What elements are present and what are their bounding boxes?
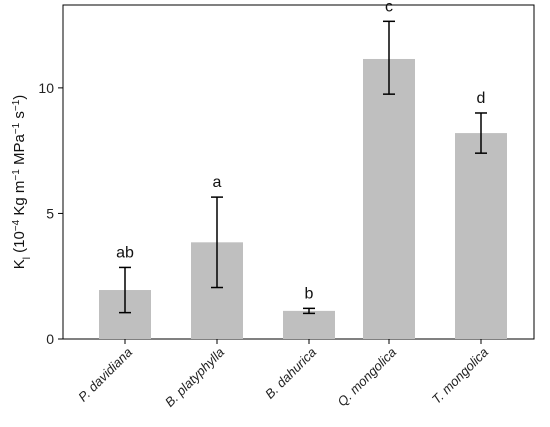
group-letter: ab xyxy=(116,244,134,261)
y-tick-label: 0 xyxy=(46,331,54,347)
bars-layer xyxy=(99,58,507,339)
group-letter: b xyxy=(305,285,314,302)
ylabel-close: ) xyxy=(11,95,28,100)
x-tick-label: P. davidiana xyxy=(75,345,135,405)
x-tick-label: B. dahurica xyxy=(262,345,319,402)
x-tick-label: B. platyphylla xyxy=(162,345,227,410)
bar xyxy=(283,310,335,339)
group-letter: a xyxy=(213,174,222,191)
x-tick-label: Q. mongolica xyxy=(334,345,399,410)
ylabel-exp2: −1 xyxy=(11,169,22,181)
ylabel-unit-prefix: (10 xyxy=(11,231,28,257)
error-bars-layer xyxy=(119,20,487,315)
x-axis: P. davidiana B. platyphylla B. dahurica Q. … xyxy=(75,339,491,410)
ylabel-exp1: −4 xyxy=(11,219,22,231)
y-tick-label: 5 xyxy=(46,205,54,221)
ylabel-unit-s: s xyxy=(11,111,28,123)
ylabel-unit-kg: Kg m xyxy=(11,181,28,220)
x-tick-label: T. mongolica xyxy=(429,345,491,407)
ylabel-exp3: −1 xyxy=(11,122,22,134)
ylabel-unit-mpa: MPa xyxy=(11,134,28,170)
ylabel-main-sub: l xyxy=(22,257,33,259)
group-letter: c xyxy=(385,0,393,15)
y-tick-label: 10 xyxy=(38,80,54,96)
y-axis-label: Kl (10−4 Kg m−1 MPa−1 s−1) xyxy=(11,95,33,270)
ylabel-main: K xyxy=(11,259,28,269)
bar xyxy=(363,58,415,339)
y-axis: 0 5 10 xyxy=(38,80,63,347)
ylabel-exp4: −1 xyxy=(11,99,22,111)
bar xyxy=(455,133,507,339)
group-letter: d xyxy=(477,90,486,107)
